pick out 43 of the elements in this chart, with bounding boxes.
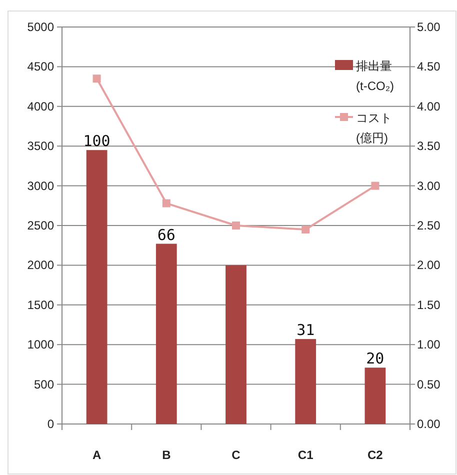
y-tick-label: 4000 bbox=[27, 99, 54, 114]
legend-label: コスト (億円) bbox=[356, 111, 392, 145]
x-tick-label: C1 bbox=[298, 448, 314, 462]
y-tick-label: 1500 bbox=[27, 298, 54, 312]
x-tick-label: A bbox=[92, 448, 102, 462]
y-tick-label: 3500 bbox=[27, 139, 54, 154]
y2-tick-label: 3.00 bbox=[417, 178, 441, 193]
y2-tick-label: 2.50 bbox=[417, 218, 441, 232]
y-tick-label: 1000 bbox=[27, 338, 54, 352]
y2-tick-label: 0.50 bbox=[417, 377, 441, 392]
annotation: 31 bbox=[296, 321, 315, 340]
bar bbox=[295, 339, 316, 424]
x-tick-label: C bbox=[232, 448, 241, 462]
annotation: 66 bbox=[157, 226, 176, 244]
y2-tick-label: 0.00 bbox=[417, 417, 441, 431]
y2-tick-label: 1.50 bbox=[417, 298, 441, 312]
point bbox=[371, 182, 380, 190]
bar bbox=[226, 265, 246, 424]
bar bbox=[86, 150, 108, 424]
point bbox=[162, 199, 170, 208]
bar bbox=[156, 244, 177, 424]
point bbox=[302, 225, 310, 234]
x-tick-label: B bbox=[162, 448, 172, 462]
y-tick-label: 2500 bbox=[27, 218, 54, 232]
y-tick-label: 2000 bbox=[27, 258, 54, 272]
y-tick-label: 4500 bbox=[27, 60, 54, 74]
y2-tick-label: 2.00 bbox=[417, 258, 441, 272]
x-tick-label: C2 bbox=[368, 448, 384, 462]
y2-tick-label: 3.50 bbox=[417, 139, 441, 154]
y-tick-label: 5000 bbox=[27, 20, 54, 34]
y2-tick-label: 1.00 bbox=[417, 338, 441, 352]
y2-tick-label: 5.00 bbox=[417, 20, 441, 34]
legend-label: 排出量 (t-CO₂) bbox=[356, 59, 394, 93]
point bbox=[232, 222, 240, 230]
point bbox=[92, 74, 101, 83]
y-tick-label: 500 bbox=[34, 377, 54, 392]
annotation: 20 bbox=[366, 350, 384, 368]
y2-tick-label: 4.00 bbox=[417, 99, 441, 114]
bar bbox=[364, 368, 386, 424]
annotation: 100 bbox=[83, 132, 110, 150]
y-tick-label: 3000 bbox=[27, 178, 54, 193]
y2-tick-label: 4.50 bbox=[417, 60, 441, 74]
y-tick-label: 0 bbox=[47, 417, 54, 431]
